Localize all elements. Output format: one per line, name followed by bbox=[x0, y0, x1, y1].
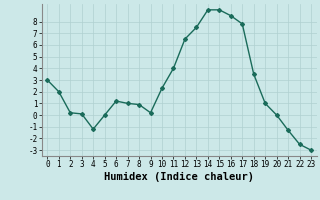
X-axis label: Humidex (Indice chaleur): Humidex (Indice chaleur) bbox=[104, 172, 254, 182]
